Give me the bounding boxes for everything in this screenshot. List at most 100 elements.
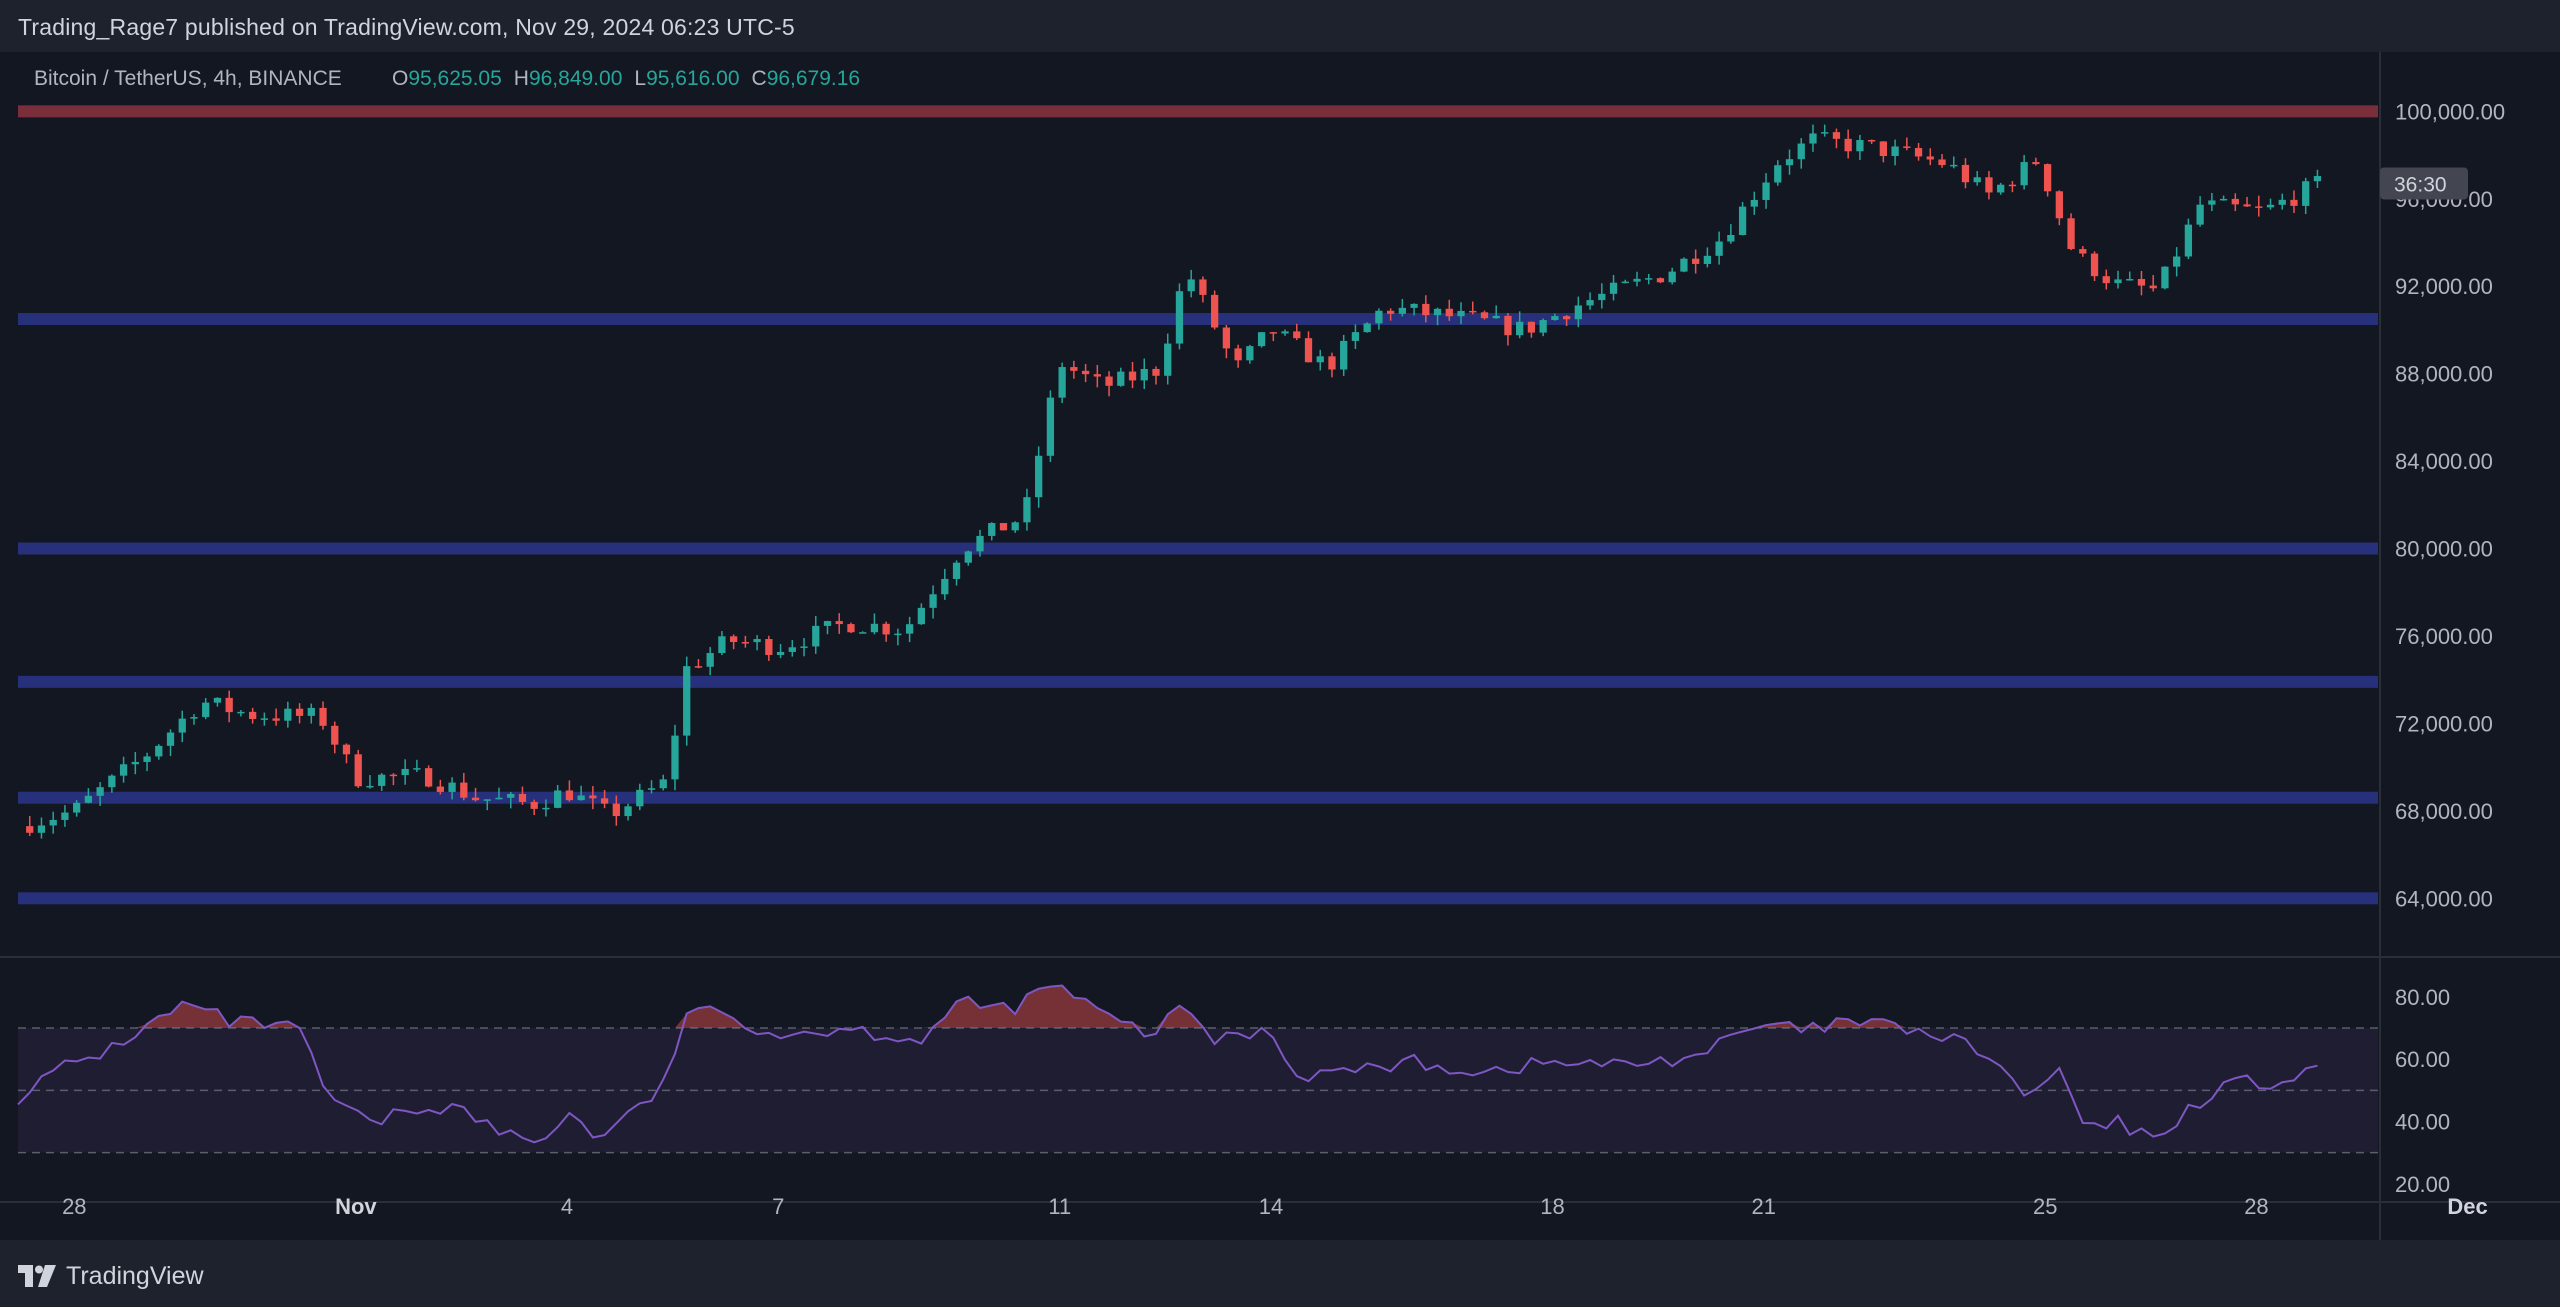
candle-body [1046,397,1055,456]
candle-body [1668,271,1676,283]
candle-body [624,806,632,817]
candle-body [1304,338,1313,363]
candle-body [49,819,57,826]
chart-area[interactable]: 100,000.0096,000.0092,000.0088,000.0084,… [0,52,2560,1240]
candle-body [1574,305,1582,320]
candle-body [366,785,374,788]
candle-body [706,653,714,667]
candle-body [1445,308,1453,317]
price-tick-label: 84,000.00 [2395,449,2493,474]
candle-body [917,607,925,625]
candle-body [1973,177,1981,183]
candle-body [61,812,69,820]
candle-body [952,562,961,579]
candle-body [1926,156,1934,160]
candle-body [2161,266,2169,289]
time-tick-label: 7 [772,1194,784,1219]
candle-body [835,621,843,625]
candle-body [518,793,527,802]
candle-body [1081,370,1090,375]
candle-body [143,756,151,762]
candle-body [284,708,292,721]
time-tick-label: Dec [2447,1194,2487,1219]
candle-body [213,697,222,703]
candle-body [1891,146,1899,157]
chart-svg[interactable]: 100,000.0096,000.0092,000.0088,000.0084,… [0,52,2560,1240]
candle-body [1457,310,1465,317]
candle-body [1328,356,1336,370]
time-tick-label: 28 [2244,1194,2268,1219]
candlestick-series [26,124,2322,839]
candle-body [225,697,233,713]
candle-body [331,725,339,745]
candle-body [1386,310,1395,314]
symbol-label[interactable]: Bitcoin / TetherUS, 4h, BINANCE [34,67,342,90]
candle-body [1551,316,1559,321]
candle-body [2290,199,2298,206]
candle-body [1398,307,1406,314]
candle-body [753,639,761,643]
candle-body [1703,255,1712,264]
rsi-tick-label: 80.00 [2395,985,2450,1010]
candle-body [1222,327,1231,349]
candle-body [1844,138,1852,152]
rsi-overbought-fill [18,985,2318,1029]
candle-body [37,825,46,833]
candle-body [1633,278,1641,282]
close-value: 96,679.16 [767,67,860,90]
candle-body [800,646,808,648]
candle-body [1140,368,1148,381]
candle-body [1832,132,1841,139]
candle-body [1680,258,1688,272]
candle-body [1867,140,1876,142]
time-tick-label: 11 [1048,1194,1071,1219]
candle-body [1363,323,1371,333]
candle-body [1961,164,1970,183]
candle-body [1211,294,1219,328]
time-tick-label: 28 [62,1194,86,1219]
candle-body [1645,278,1653,280]
candle-body [307,707,315,716]
candle-body [1316,356,1324,363]
candle-body [1164,343,1172,376]
price-tick-label: 68,000.00 [2395,799,2493,824]
candle-body [448,782,456,792]
candle-body [1598,293,1606,301]
price-tick-label: 80,000.00 [2395,537,2493,562]
candle-body [73,802,81,813]
symbol-legend[interactable]: Bitcoin / TetherUS, 4h, BINANCE O95,625.… [34,67,860,90]
candle-body [2055,191,2063,219]
candle-body [1234,348,1242,361]
open-value: 95,625.05 [408,67,501,90]
candle-body [730,636,738,643]
time-tick-label: 25 [2033,1194,2057,1219]
candle-body [905,624,914,634]
candle-body [636,789,644,807]
candle-body [1105,376,1113,386]
candle-body [554,790,562,808]
candle-body [26,826,34,833]
candle-body [776,651,785,655]
candle-body [2266,204,2275,208]
candle-body [823,621,832,626]
candle-body [988,523,996,536]
candle-body [507,793,515,798]
candle-body [2231,198,2239,205]
candle-body [1152,368,1160,376]
candle-body [1715,241,1723,256]
level-line [18,542,2378,555]
price-tick-label: 64,000.00 [2395,886,2493,911]
price-tick-label: 88,000.00 [2395,362,2493,387]
candle-body [2090,253,2099,277]
tradingview-brand[interactable]: TradingView [18,1258,204,1294]
candle-body [1023,497,1031,523]
candle-body [530,801,538,809]
candle-body [1070,367,1078,371]
close-label: C [752,67,767,90]
tradingview-logo-icon [18,1265,56,1287]
candle-body [354,754,362,787]
rsi-grid [18,1027,2378,1154]
candle-body [436,786,444,792]
candle-body [2173,256,2181,267]
candle-body [2043,164,2052,192]
